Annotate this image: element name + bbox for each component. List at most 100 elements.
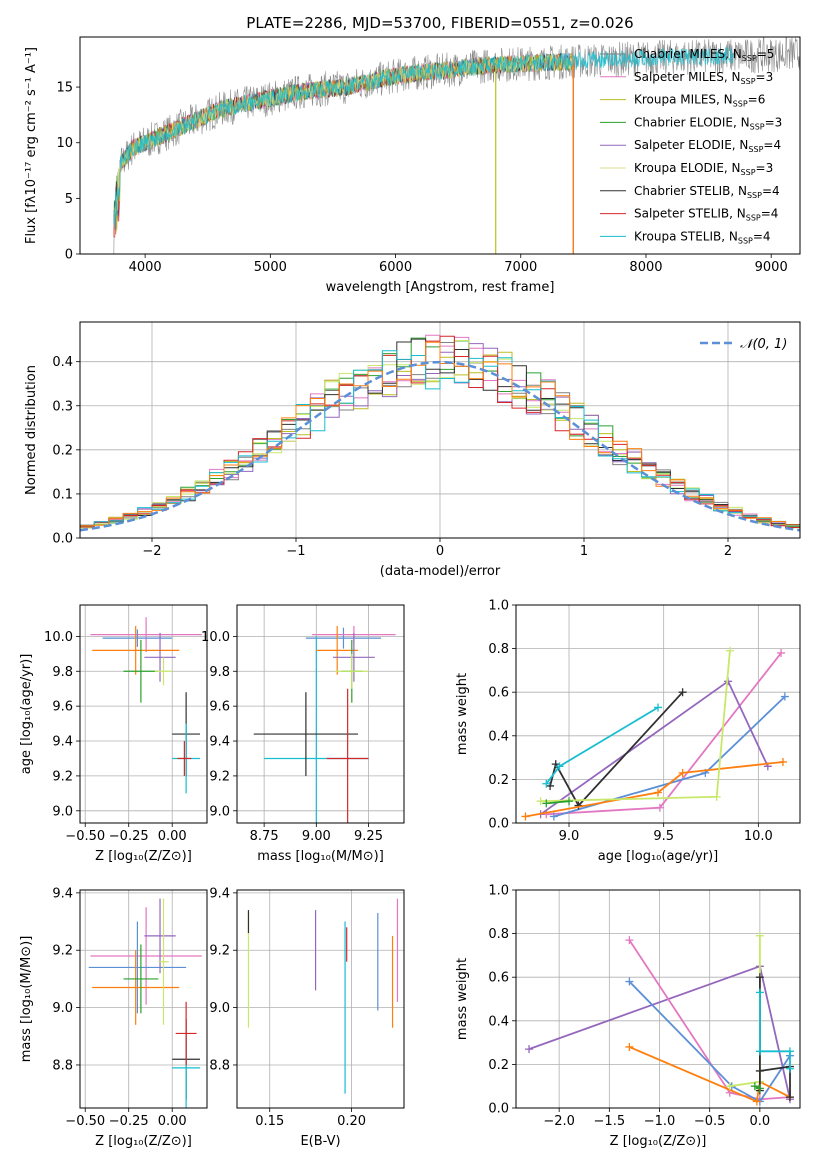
weight-marker [678,688,687,697]
y-tick-label: 10 [56,136,73,151]
x-tick-label: −0.5 [694,1114,726,1129]
x-tick-label: 0.15 [255,1114,284,1129]
legend-sub: SSP [738,236,753,245]
legend-sub: SSP [748,145,763,154]
y-tick-label: 5 [65,192,73,207]
x-tick-label: 8000 [629,260,662,275]
legend-label: 𝒩(0, 1) [740,337,787,352]
legend-sub: SSP [746,214,761,223]
y-tick-label: 0.3 [52,399,73,414]
x-tick-label: 0.20 [337,1114,366,1129]
x-tick-label: 9000 [755,260,788,275]
weight-line-5 [525,761,784,818]
plot-area [253,625,396,823]
x-tick-label: −0.25 [109,1114,149,1129]
legend-suffix: =4 [761,207,779,221]
legend-sub: SSP [733,100,748,109]
y-tick-label: 9.4 [52,735,73,750]
legend-label: Chabrier STELIB, NSSP=4 [634,184,780,200]
y-tick-label: 10.0 [201,630,230,645]
plot-area [88,898,202,1108]
weight-marker [654,788,662,797]
y-tick-label: 0.8 [488,927,509,942]
y-tick-label: 9.6 [209,700,230,715]
x-tick-label: 0.00 [158,829,187,844]
legend-name: Chabrier STELIB, N [634,184,747,198]
y-tick-label: 15 [56,81,73,96]
weight-marker [755,973,764,982]
y-tick-label: 8.8 [52,1058,73,1073]
legend-sub: SSP [750,122,765,131]
axes-frame [515,604,801,824]
legend-name: Salpeter ELODIE, N [634,138,748,152]
panel-7: −2.0 −1.5 −1.0 −0.5 0.0 0.0 0.2 0.4 0.6 0.8 1.0 Z [… [455,884,801,1149]
weight-marker [654,703,662,712]
y-tick-label: 9.2 [52,944,73,959]
x-tick-label: 10.0 [744,829,773,844]
x-tick-label: −0.50 [65,1114,105,1129]
weight-line-4 [545,706,659,785]
y-tick-label: 9.4 [209,886,230,901]
y-tick-label: 9.8 [209,665,230,680]
weight-marker [525,1045,534,1054]
y-tick-label: 9.0 [52,1001,73,1016]
panel-4: 9.0 9.5 10.0 0.0 0.2 0.4 0.6 0.8 1.0 age [log₁₀(a… [455,599,801,864]
x-tick-label: 1 [580,544,588,559]
weight-marker [755,988,764,997]
weight-marker [755,931,764,940]
y-tick-label: 9.0 [209,804,230,819]
legend-name: Salpeter MILES, N [634,70,741,84]
x-axis-label: Z [log₁₀(Z/Z⊙)] [95,1134,192,1149]
x-tick-label: 0 [436,544,444,559]
y-tick-label: 0.0 [488,1102,509,1117]
weight-marker [549,812,558,821]
axes-frame [236,604,405,824]
weight-marker [755,1047,764,1056]
legend-name: Kroupa MILES, N [634,93,733,107]
legend-label: Kroupa STELIB, NSSP=4 [634,229,771,245]
legend-sub: SSP [741,168,756,177]
legend-sub: SSP [742,54,757,63]
x-tick-label: −1.0 [644,1114,676,1129]
x-tick-label: 6000 [379,260,412,275]
weight-marker [521,812,530,821]
weight-marker [625,936,634,945]
panel-2: −0.50 −0.25 0.00 9.0 9.2 9.4 9.6 9.8 10.0 Z [log₁… [19,604,208,864]
weight-marker [542,799,551,808]
y-tick-label: 9.0 [52,804,73,819]
x-axis-label: wavelength [Angstrom, rest frame] [326,280,555,295]
y-tick-label: 10.0 [44,630,73,645]
panel-1: −2 −1 0 1 2 0.0 0.1 0.2 0.3 0.4 (data-model)/error… [24,321,801,579]
weight-marker [785,1064,794,1073]
axes-frame [79,321,801,539]
x-tick-label: 9.5 [653,829,674,844]
weight-marker [777,648,786,657]
weight-marker [725,646,734,655]
legend-sub: SSP [741,77,756,86]
weight-line-3 [629,1046,791,1103]
y-tick-label: 9.4 [209,735,230,750]
x-tick-label: 4000 [129,260,162,275]
weight-marker [655,803,664,812]
x-tick-label: 5000 [254,260,287,275]
histogram-9 [80,341,800,538]
x-axis-label: Z [log₁₀(Z/Z⊙)] [610,1134,707,1149]
y-tick-label: 0.0 [488,817,509,832]
weight-marker [750,1082,759,1091]
y-tick-label: 0.2 [488,773,509,788]
weight-line-2 [540,679,769,816]
plot-area [113,37,800,254]
legend-suffix: =5 [757,47,775,61]
x-tick-label: 9.25 [354,829,383,844]
plot-area [521,646,789,821]
legend-name: Chabrier MILES, N [634,47,742,61]
legend-name: Chabrier ELODIE, N [634,115,750,129]
weight-line-2 [628,980,791,1103]
weight-marker [752,1097,761,1106]
panel-6: 0.15 0.20 8.8 9.0 9.2 9.4 E(B-V) [209,886,405,1149]
y-axis-label: Normed distribution [24,365,39,495]
legend-label: Salpeter STELIB, NSSP=4 [634,207,778,223]
